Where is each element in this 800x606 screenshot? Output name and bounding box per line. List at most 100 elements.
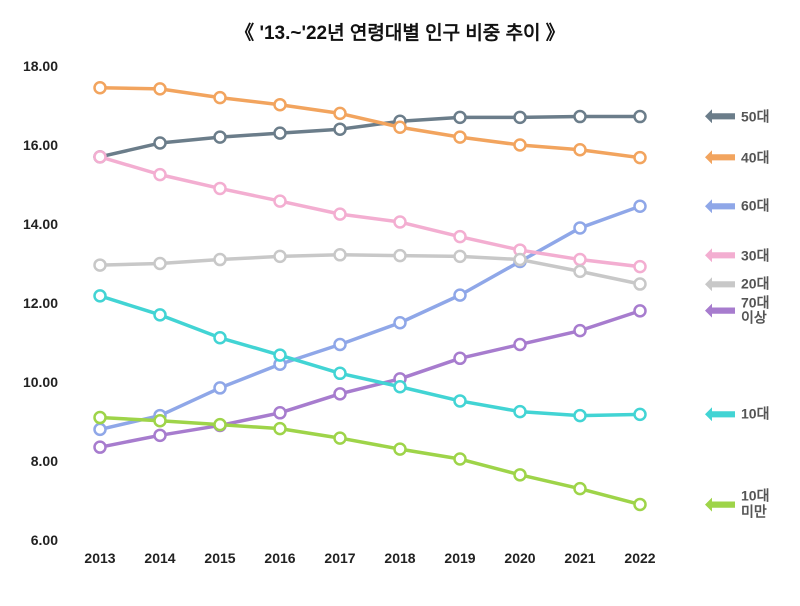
series-marker-60s [215,382,226,393]
x-tick-label: 2014 [144,550,175,566]
series-marker-50s [635,111,646,122]
series-marker-60s [335,339,346,350]
legend-label: 60대 [741,199,769,214]
series-marker-under10 [395,444,406,455]
y-tick-label: 12.00 [0,295,58,311]
y-tick-label: 16.00 [0,137,58,153]
legend-label: 30대 [741,248,769,263]
series-marker-20s [335,249,346,260]
series-marker-30s [455,231,466,242]
legend-item-30s: 30대 [705,248,769,263]
series-marker-under10 [275,423,286,434]
series-marker-20s [515,254,526,265]
legend-arrow-icon [705,110,735,124]
series-marker-70plus [95,442,106,453]
legend-item-10s: 10대 [705,407,769,422]
series-marker-40s [95,82,106,93]
series-marker-10s [515,406,526,417]
series-marker-10s [455,395,466,406]
legend-label: 70대 이상 [741,296,769,327]
series-marker-50s [455,112,466,123]
legend-label: 40대 [741,150,769,165]
series-marker-60s [395,317,406,328]
series-marker-40s [635,152,646,163]
series-marker-30s [575,254,586,265]
series-marker-30s [635,261,646,272]
series-marker-30s [395,217,406,228]
series-marker-20s [395,250,406,261]
series-line-40s [100,88,640,158]
series-marker-40s [275,99,286,110]
series-marker-40s [575,144,586,155]
series-marker-60s [635,201,646,212]
chart-title: 《 '13.~'22년 연령대별 인구 비중 추이 》 [0,18,800,45]
y-tick-label: 14.00 [0,216,58,232]
series-marker-70plus [635,305,646,316]
legend-arrow-icon [705,151,735,165]
series-marker-20s [635,279,646,290]
series-marker-10s [575,410,586,421]
series-marker-under10 [215,419,226,430]
chart-container: 《 '13.~'22년 연령대별 인구 비중 추이 》 18.00 16.00 14… [0,0,800,606]
legend-label: 50대 [741,109,769,124]
series-marker-40s [335,108,346,119]
series-line-50s [100,117,640,157]
series-marker-50s [155,138,166,149]
series-marker-20s [215,254,226,265]
series-marker-10s [395,381,406,392]
legend-arrow-icon [705,497,735,511]
series-marker-50s [575,111,586,122]
series-marker-20s [155,258,166,269]
chart-plot-area [70,66,670,540]
series-marker-70plus [455,353,466,364]
series-line-20s [100,255,640,284]
x-tick-label: 2020 [504,550,535,566]
y-tick-label: 8.00 [0,453,58,469]
series-line-10s [100,296,640,416]
x-tick-label: 2018 [384,550,415,566]
series-marker-30s [275,196,286,207]
series-marker-under10 [155,415,166,426]
series-marker-60s [455,290,466,301]
legend-item-20s: 20대 [705,276,769,291]
series-marker-10s [215,332,226,343]
x-axis-labels: 2013201420152016201720182019202020212022 [70,550,670,580]
series-marker-50s [515,112,526,123]
legend-arrow-icon [705,277,735,291]
series-marker-50s [275,128,286,139]
series-marker-70plus [515,339,526,350]
series-marker-20s [575,266,586,277]
x-tick-label: 2019 [444,550,475,566]
series-marker-under10 [95,412,106,423]
series-marker-30s [95,151,106,162]
series-marker-70plus [575,325,586,336]
series-marker-40s [155,83,166,94]
series-marker-50s [215,132,226,143]
y-tick-label: 18.00 [0,58,58,74]
legend-label: 10대 미만 [741,489,769,520]
series-marker-30s [335,209,346,220]
x-tick-label: 2016 [264,550,295,566]
legend-arrow-icon [705,199,735,213]
series-line-30s [100,157,640,267]
series-marker-20s [275,251,286,262]
y-tick-label: 10.00 [0,374,58,390]
series-marker-40s [395,122,406,133]
series-marker-70plus [275,407,286,418]
series-marker-60s [95,424,106,435]
series-marker-10s [335,368,346,379]
series-marker-under10 [575,483,586,494]
series-marker-70plus [155,430,166,441]
series-marker-40s [515,140,526,151]
legend-arrow-icon [705,407,735,421]
series-marker-10s [635,409,646,420]
series-marker-10s [275,350,286,361]
legend-item-60s: 60대 [705,199,769,214]
series-marker-50s [335,124,346,135]
series-marker-40s [215,92,226,103]
x-tick-label: 2015 [204,550,235,566]
series-marker-under10 [455,454,466,465]
series-marker-under10 [635,499,646,510]
series-marker-30s [215,183,226,194]
legend-item-70plus: 70대 이상 [705,296,769,327]
